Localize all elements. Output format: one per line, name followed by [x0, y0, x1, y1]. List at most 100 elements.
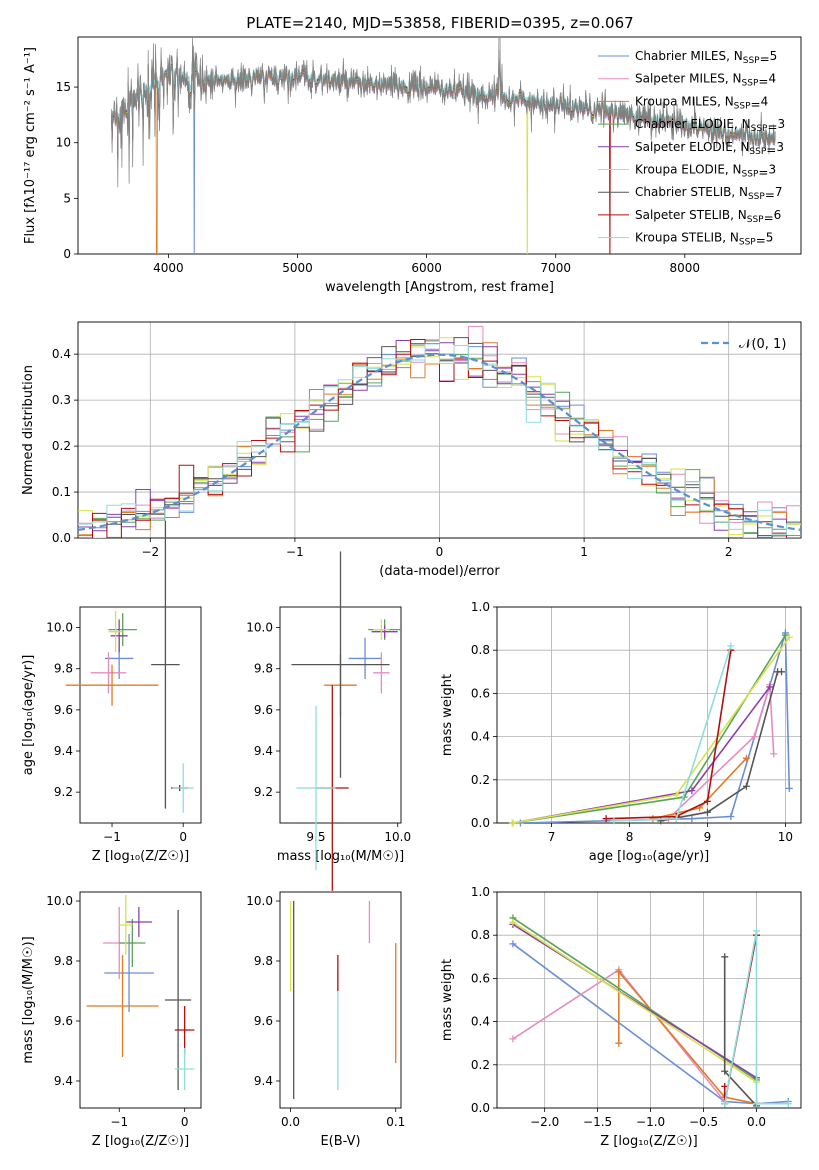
legend-series-name: Chabrier ELODIE [635, 117, 734, 131]
x-tick-label: 2 [725, 545, 733, 559]
legend-nssp-subscript: SSP [742, 170, 759, 180]
x-tick-label: 4000 [153, 261, 184, 275]
y-tick-label: 0.8 [471, 643, 490, 657]
residual-histogram-step [78, 343, 801, 536]
x-axis-label: age [log₁₀(age/yr)] [589, 849, 710, 864]
mass-weight-marker [602, 815, 610, 823]
x-tick-label: 0.0 [281, 1115, 300, 1129]
y-tick-label: 0.4 [471, 1015, 490, 1029]
x-tick-label: −2.0 [530, 1115, 559, 1129]
legend-series-name: Chabrier STELIB [635, 185, 731, 199]
y-tick-label: 10.0 [46, 621, 73, 635]
axes-frame [79, 606, 202, 824]
age-vs-metallicity-panel: −1 0 9.2 9.4 9.6 9.8 10.0 Z [log₁₀(Z/Z☉)] age [l… [21, 520, 202, 864]
error-bar-point [90, 652, 127, 694]
y-tick-label: 0.0 [471, 816, 490, 830]
legend-nssp-prefix: , N [725, 72, 742, 86]
axes-frame [496, 891, 802, 1109]
error-bar-point [296, 705, 336, 871]
x-tick-label: 7 [548, 830, 556, 844]
legend-label: Chabrier MILES, NSSP=5 [635, 49, 777, 66]
error-bar-point [174, 1048, 195, 1090]
error-bar-point [108, 611, 123, 653]
axes-frame [496, 606, 802, 824]
mass-weight-marker [509, 918, 517, 926]
mass-weight-marker [672, 815, 680, 823]
y-tick-label: 0.1 [52, 485, 71, 499]
legend-nssp-prefix: , N [733, 140, 750, 154]
mass-weight-line [512, 923, 757, 1079]
legend-nssp-value: 6 [774, 208, 782, 222]
legend-nssp-subscript: SSP [751, 124, 768, 134]
y-tick-label: 15 [56, 80, 71, 94]
x-tick-label: 7000 [540, 261, 571, 275]
legend-label: Chabrier ELODIE, NSSP=3 [635, 117, 785, 134]
x-tick-label: 0.1 [386, 1115, 405, 1129]
y-axis-label: Normed distribution [21, 365, 36, 495]
x-tick-label: −1.0 [636, 1115, 665, 1129]
mass-weight-marker [784, 1100, 792, 1108]
mass-weight-marker [509, 1035, 517, 1043]
x-tick-label: 0 [181, 1115, 189, 1129]
error-bar-point [165, 910, 192, 1090]
legend-nssp-prefix: , N [717, 94, 734, 108]
x-axis-label: (data-model)/error [379, 564, 500, 579]
error-bar-point [65, 664, 159, 706]
y-tick-label: 9.4 [254, 744, 273, 758]
x-tick-label: −1 [286, 545, 304, 559]
error-bar-point [125, 907, 152, 937]
mass-weight-marker [721, 1100, 729, 1108]
legend-label: Salpeter STELIB, NSSP=6 [635, 208, 781, 225]
legend-equals: = [758, 75, 768, 89]
legend-nssp-value: 7 [775, 185, 783, 199]
legend-nssp-prefix: , N [726, 49, 743, 63]
x-tick-label: −0.5 [689, 1115, 718, 1129]
y-tick-label: 9.2 [254, 785, 273, 799]
legend-nssp-value: 5 [766, 231, 774, 245]
mass-vs-metallicity-panel: −1 0 9.4 9.6 9.8 10.0 Z [log₁₀(Z/Z☉)] mass [log… [21, 891, 202, 1149]
x-tick-label: 9 [704, 830, 712, 844]
mass-weight-marker [509, 819, 517, 827]
y-tick-label: 9.8 [254, 954, 273, 968]
y-tick-label: 0.2 [471, 773, 490, 787]
mass-weight-marker [721, 953, 729, 961]
y-tick-label: 10.0 [246, 621, 273, 635]
mass-weight-marker [509, 940, 517, 948]
legend-series-name: Salpeter STELIB [635, 208, 730, 222]
legend-nssp-subscript: SSP [749, 147, 766, 157]
y-tick-label: 1.0 [471, 885, 490, 899]
mass-weight-marker [688, 815, 696, 823]
weight-vs-metallicity-panel: −2.0 −1.5 −1.0 −0.5 0.0 0.0 0.2 0.4 0.6 0.8 1.0 Z [… [440, 885, 802, 1149]
y-tick-label: 0 [63, 247, 71, 261]
y-tick-label: 0.8 [471, 928, 490, 942]
legend-series-name: Kroupa STELIB [635, 231, 722, 245]
y-tick-label: 1.0 [471, 600, 490, 614]
y-tick-label: 9.4 [254, 1074, 273, 1088]
x-axis-label: Z [log₁₀(Z/Z☉)] [92, 849, 189, 864]
mass-weight-marker [703, 808, 711, 816]
x-tick-label: 8000 [670, 261, 701, 275]
legend-series-name: Kroupa MILES [635, 94, 717, 108]
mass-weight-marker [688, 787, 696, 795]
mass-weight-marker [766, 683, 774, 691]
y-tick-label: 10.0 [246, 894, 273, 908]
mass-weight-marker [615, 1039, 623, 1047]
mass-weight-marker [770, 750, 778, 758]
legend-equals: = [767, 120, 777, 134]
legend-nssp-prefix: , N [722, 231, 739, 245]
spectrum-panel: 4000 5000 6000 7000 8000 0 5 10 15 wavelength [An… [23, 36, 802, 295]
legend-equals: = [758, 166, 768, 180]
y-axis-label: age [log₁₀(age/yr)] [21, 655, 36, 776]
error-bar-point [291, 551, 390, 778]
y-tick-label: 9.4 [54, 1074, 73, 1088]
legend-series-name: Salpeter ELODIE [635, 140, 733, 154]
legend-equals: = [765, 188, 775, 202]
mass-weight-marker [785, 633, 793, 641]
y-tick-label: 0.2 [471, 1058, 490, 1072]
x-tick-label: 10 [778, 830, 793, 844]
legend-nssp-value: 4 [768, 72, 776, 86]
legend-series-name: Chabrier MILES [635, 49, 726, 63]
